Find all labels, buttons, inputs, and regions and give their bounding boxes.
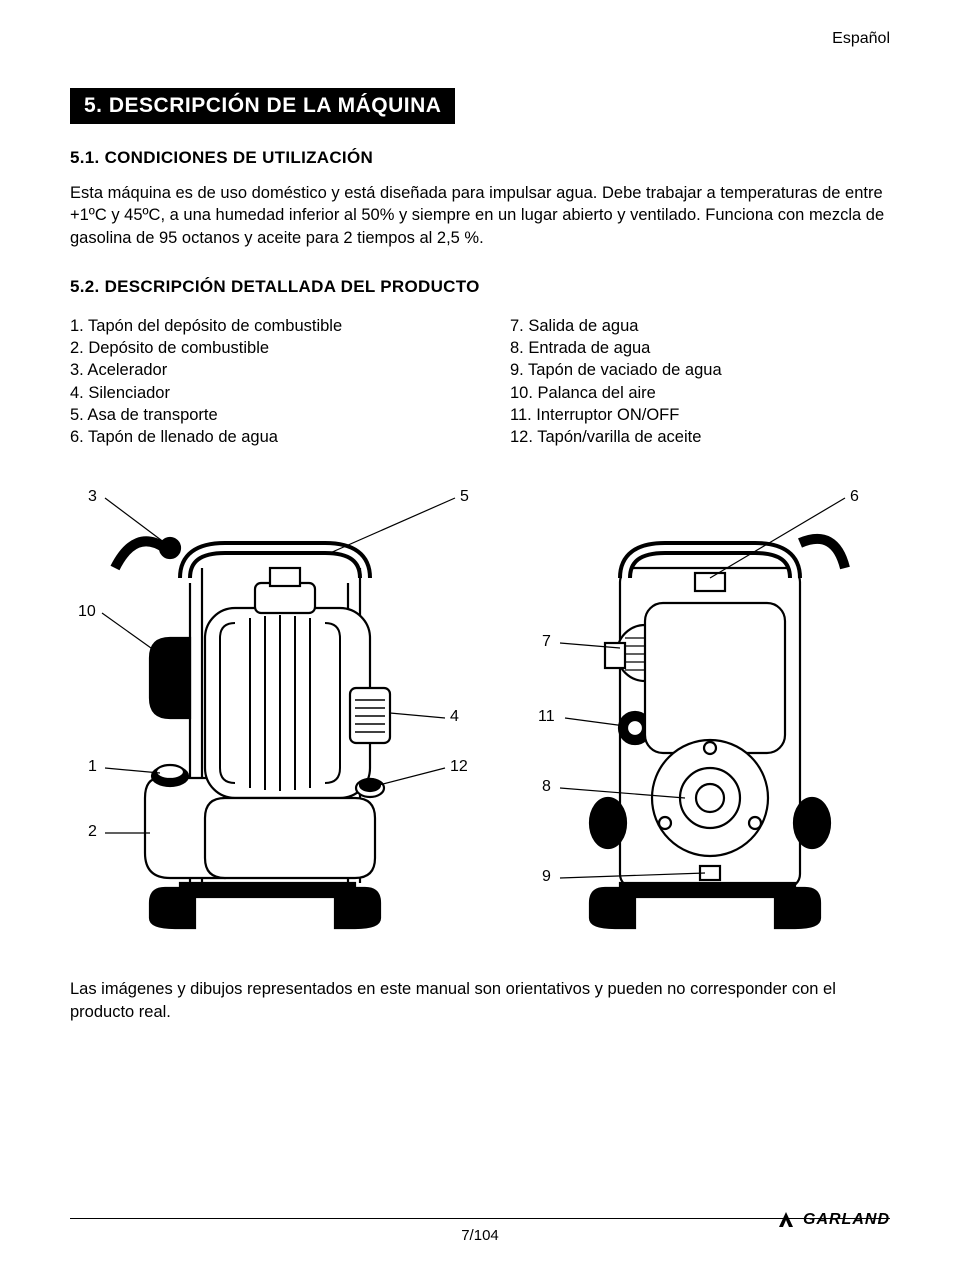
language-header: Español [70,30,890,48]
page-footer: 7/104 GARLAND [70,1218,890,1244]
callout-number: 9 [542,868,551,886]
list-item: 5. Asa de transporte [70,404,450,426]
section-title: 5. DESCRIPCIÓN DE LA MÁQUINA [70,88,455,124]
callout-number: 4 [450,708,459,726]
list-item: 6. Tapón de llenado de agua [70,426,450,448]
callout-number: 3 [88,488,97,506]
callout-number: 2 [88,823,97,841]
diagram-svg [70,488,890,948]
callout-number: 5 [460,488,469,506]
list-item: 11. Interruptor ON/OFF [510,404,890,426]
callout-number: 1 [88,758,97,776]
callout-number: 8 [542,778,551,796]
list-item: 1. Tapón del depósito de combustible [70,315,450,337]
brand-icon [775,1209,797,1231]
subsection-2-title: 5.2. DESCRIPCIÓN DETALLADA DEL PRODUCTO [70,277,890,297]
parts-list: 1. Tapón del depósito de combustible2. D… [70,315,890,449]
list-item: 2. Depósito de combustible [70,337,450,359]
product-diagram: 3 5 10 4 1 12 2 6 7 11 8 9 [70,488,890,948]
callout-number: 6 [850,488,859,506]
parts-list-right: 7. Salida de agua8. Entrada de agua9. Ta… [510,315,890,449]
list-item: 7. Salida de agua [510,315,890,337]
subsection-1-title: 5.1. CONDICIONES DE UTILIZACIÓN [70,148,890,168]
list-item: 10. Palanca del aire [510,382,890,404]
callout-number: 11 [538,708,555,726]
list-item: 12. Tapón/varilla de aceite [510,426,890,448]
parts-list-left: 1. Tapón del depósito de combustible2. D… [70,315,450,449]
list-item: 9. Tapón de vaciado de agua [510,359,890,381]
brand-text: GARLAND [803,1211,890,1229]
list-item: 8. Entrada de agua [510,337,890,359]
footer-note: Las imágenes y dibujos representados en … [70,978,890,1023]
brand-logo: GARLAND [775,1209,890,1231]
callout-number: 10 [78,603,96,621]
list-item: 4. Silenciador [70,382,450,404]
list-item: 3. Acelerador [70,359,450,381]
page-number: 7/104 [461,1227,499,1244]
subsection-1-body: Esta máquina es de uso doméstico y está … [70,182,890,249]
callout-number: 12 [450,758,468,776]
callout-number: 7 [542,633,551,651]
